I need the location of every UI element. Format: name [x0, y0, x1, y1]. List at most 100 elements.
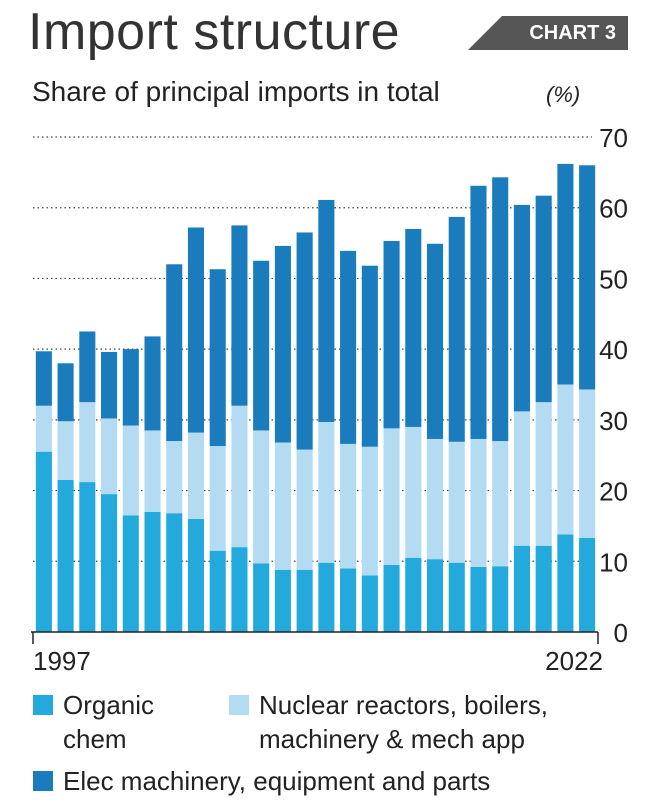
bar-segment-nuclear [166, 441, 183, 514]
bar-segment-elec [231, 225, 248, 406]
bar-segment-organic [209, 550, 226, 632]
bar-segment-elec [57, 363, 74, 422]
bar-segment-nuclear [231, 405, 248, 548]
bar-segment-nuclear [340, 443, 357, 569]
y-tick-label: 10 [599, 547, 628, 577]
legend-label-nuclear: Nuclear reactors, boilers, machinery & m… [259, 688, 548, 756]
legend-swatch-organic [33, 695, 53, 715]
legend-item-nuclear: Nuclear reactors, boilers, machinery & m… [229, 688, 548, 756]
y-tick-label: 60 [599, 194, 628, 224]
x-tick-label-last: 2022 [545, 646, 603, 676]
y-tick-label: 0 [614, 618, 628, 648]
bar-segment-organic [35, 451, 52, 632]
bar-segment-elec [296, 232, 313, 450]
bar-segment-nuclear [57, 421, 74, 480]
bar-segment-elec [166, 264, 183, 442]
bar-segment-organic [166, 513, 183, 632]
bar-segment-nuclear [361, 446, 378, 576]
unit-label: (%) [546, 82, 581, 107]
bar-segment-organic [557, 534, 574, 632]
bar-segment-nuclear [470, 438, 487, 567]
bar-segment-nuclear [426, 438, 444, 560]
bar-segment-organic [361, 575, 378, 632]
bar-segment-nuclear [383, 428, 400, 565]
bar-segment-organic [405, 557, 422, 632]
y-tick-label: 50 [599, 264, 628, 294]
badge-shape [468, 16, 628, 50]
bar-segment-elec [405, 228, 422, 427]
bar-segment-organic [57, 479, 74, 632]
bar-segment-nuclear [296, 449, 313, 570]
badge-label: CHART 3 [529, 22, 616, 44]
bar-segment-elec [383, 240, 400, 429]
legend-item-organic: Organic chem [33, 688, 154, 756]
stacked-bar-chart: 0 10 20 30 40 50 60 70 1997 2022 [31, 123, 628, 676]
bar-segment-organic [579, 537, 596, 632]
bar-segment-organic [318, 562, 335, 632]
bar-segment-organic [187, 518, 205, 632]
bar-segment-organic [296, 569, 313, 632]
bar-segment-nuclear [144, 430, 161, 512]
bar-segment-elec [361, 265, 378, 447]
bar-segment-organic [253, 563, 270, 632]
y-tick-label: 70 [599, 123, 628, 153]
bar-segment-nuclear [274, 442, 291, 570]
bar-segment-organic [274, 569, 291, 632]
bar-segment-nuclear [535, 402, 552, 546]
bar-segment-elec [209, 269, 226, 447]
legend-label-line: Elec machinery, equipment and parts [63, 766, 491, 796]
bar-segment-elec [79, 331, 96, 403]
legend-label-line: Organic [63, 690, 155, 720]
bar-segment-organic [340, 568, 357, 632]
bar-segment-elec [513, 204, 530, 412]
bar-segment-elec [426, 243, 444, 439]
y-tick-label: 20 [599, 477, 628, 507]
bar-segment-elec [579, 165, 596, 390]
chart-title: Import structure [28, 3, 401, 61]
bar-segment-organic [101, 494, 118, 632]
legend-label-organic: Organic chem [63, 688, 154, 756]
bar-segment-organic [535, 545, 552, 632]
bar-segment-organic [513, 545, 530, 632]
legend-label-line: chem [63, 724, 127, 754]
bar-segment-elec [448, 216, 465, 442]
bar-segment-elec [274, 245, 291, 443]
bar-segment-nuclear [579, 389, 596, 538]
legend-swatch-nuclear [229, 695, 249, 715]
bar-segment-organic [79, 482, 96, 632]
bar-segment-elec [144, 336, 161, 431]
bar-segment-nuclear [318, 421, 335, 563]
legend-label-line: machinery & mech app [259, 724, 525, 754]
bar-segment-elec [492, 177, 509, 442]
bar-segment-elec [318, 199, 335, 422]
bar-segment-nuclear [101, 418, 118, 495]
bar-segment-nuclear [405, 426, 422, 558]
bar-segment-organic [383, 564, 400, 632]
bar-segment-nuclear [209, 446, 226, 551]
chart-number-badge: CHART 3 [468, 16, 628, 50]
bar-segment-elec [101, 351, 118, 419]
bar-segment-nuclear [253, 430, 270, 564]
bar-segment-elec [557, 163, 574, 385]
bar-segment-nuclear [187, 432, 205, 519]
chart-subtitle: Share of principal imports in total [32, 76, 440, 107]
legend-swatch-elec [33, 771, 53, 791]
bar-segment-elec [470, 185, 487, 439]
legend-item-elec: Elec machinery, equipment and parts [33, 764, 490, 798]
bar-segment-nuclear [557, 384, 574, 535]
bar-segment-organic [426, 559, 444, 632]
bar-segment-elec [253, 260, 270, 431]
bar-segment-organic [231, 547, 248, 632]
bar-segment-elec [187, 227, 205, 433]
bar-segment-elec [535, 195, 552, 403]
bar-segment-organic [144, 511, 161, 632]
bar-segment-organic [492, 566, 509, 632]
bar-segment-elec [340, 250, 357, 444]
bar-segment-nuclear [513, 411, 530, 546]
bar-segment-nuclear [492, 441, 509, 567]
y-tick-label: 40 [599, 335, 628, 365]
legend-label-elec: Elec machinery, equipment and parts [63, 764, 490, 798]
bar-segment-nuclear [448, 441, 465, 563]
bar-segment-organic [448, 562, 465, 632]
bar-segment-nuclear [122, 425, 139, 516]
